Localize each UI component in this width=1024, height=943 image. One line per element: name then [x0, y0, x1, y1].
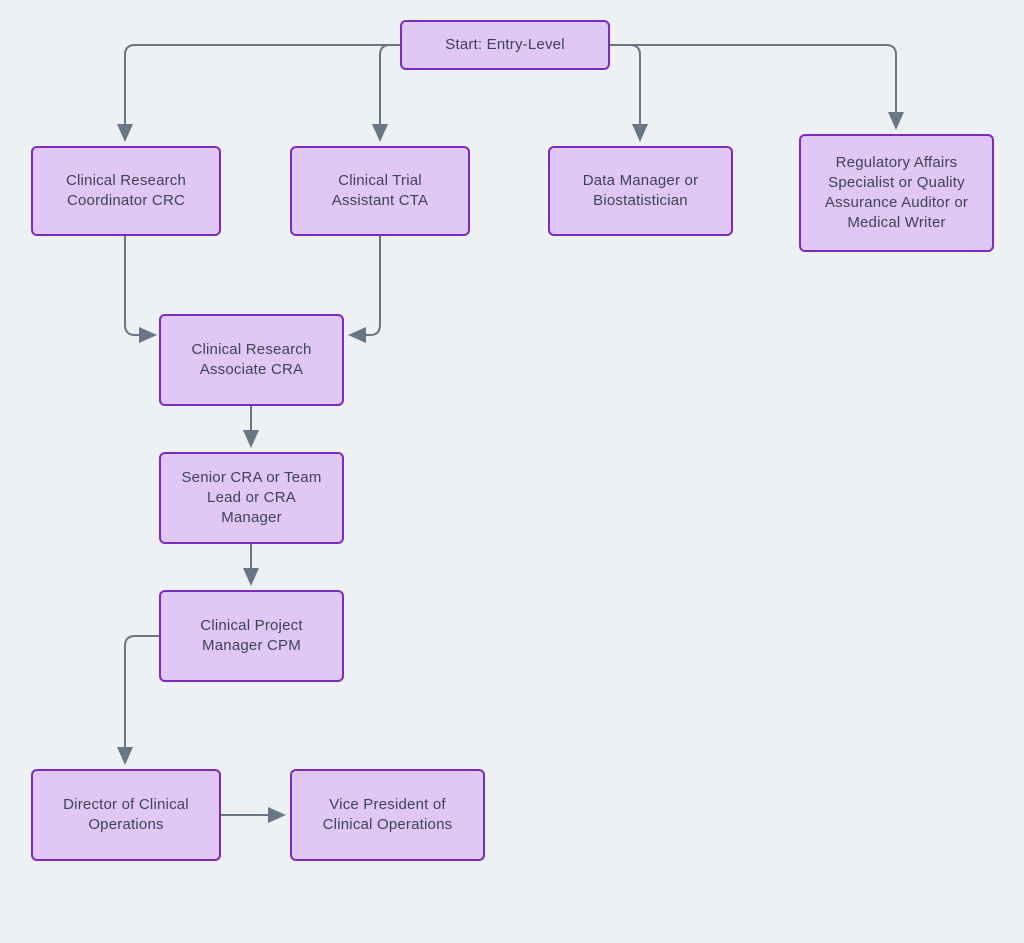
node-label: Start: Entry-Level [445, 35, 564, 55]
node-label: Data Manager or Biostatistician [564, 171, 717, 212]
node-label: Clinical Project Manager CPM [175, 616, 328, 657]
node-dm: Data Manager or Biostatistician [548, 146, 733, 236]
node-label: Clinical Trial Assistant CTA [306, 171, 454, 212]
node-cra: Clinical Research Associate CRA [159, 314, 344, 406]
node-label: Regulatory Affairs Specialist or Quality… [815, 153, 978, 234]
node-cta: Clinical Trial Assistant CTA [290, 146, 470, 236]
node-label: Clinical Research Associate CRA [175, 340, 328, 381]
node-label: Vice President of Clinical Operations [306, 795, 469, 836]
node-ra: Regulatory Affairs Specialist or Quality… [799, 134, 994, 252]
node-director: Director of Clinical Operations [31, 769, 221, 861]
node-label: Clinical Research Coordinator CRC [47, 171, 205, 212]
node-cpm: Clinical Project Manager CPM [159, 590, 344, 682]
node-label: Senior CRA or Team Lead or CRA Manager [175, 468, 328, 529]
node-label: Director of Clinical Operations [47, 795, 205, 836]
node-crc: Clinical Research Coordinator CRC [31, 146, 221, 236]
node-senior: Senior CRA or Team Lead or CRA Manager [159, 452, 344, 544]
node-vp: Vice President of Clinical Operations [290, 769, 485, 861]
node-start: Start: Entry-Level [400, 20, 610, 70]
